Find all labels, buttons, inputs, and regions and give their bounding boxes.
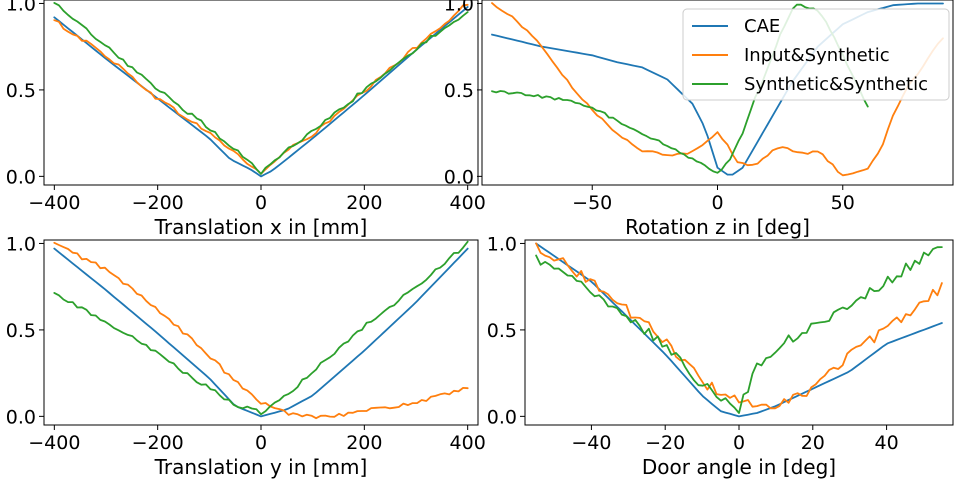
series-line-input-synthetic — [535, 242, 943, 410]
x-tick-label: 20 — [801, 432, 825, 454]
x-axis-label: Door angle in [deg] — [642, 455, 836, 479]
y-tick-label: 0.0 — [444, 166, 474, 188]
x-tick-label: 200 — [346, 192, 382, 214]
panel-translation-y: −400 −200 0 200 400 0.0 0.5 1.0 Translation y in… — [6, 233, 486, 479]
x-tick-label: −200 — [132, 192, 184, 214]
panel-door-angle: −40 −20 0 20 40 0.0 0.5 1.0 Door angle in [deg] — [487, 233, 954, 479]
x-tick-label: 40 — [874, 432, 898, 454]
series-line-input-synthetic — [491, 2, 944, 177]
x-tick-label: 50 — [831, 192, 855, 214]
series-line-synthetic-synthetic — [491, 3, 869, 174]
series-line-input-synthetic — [53, 241, 469, 420]
x-tick-label: 0 — [255, 432, 267, 454]
series-line-input-synthetic — [53, 3, 469, 175]
x-axis-label: Translation x in [mm] — [154, 215, 368, 239]
x-tick-label: 0 — [733, 432, 745, 454]
x-tick-label: −400 — [28, 432, 80, 454]
plot-frame — [524, 239, 954, 426]
y-tick-label: 0.0 — [6, 406, 36, 428]
y-tick-label: 1.0 — [444, 0, 474, 15]
series-line-cae — [53, 247, 469, 418]
y-tick-label: 0.5 — [6, 80, 36, 102]
x-tick-label: −40 — [571, 432, 611, 454]
plot-frame — [43, 0, 479, 186]
x-tick-label: 200 — [346, 432, 382, 454]
x-tick-label: 0 — [255, 192, 267, 214]
series-line-cae — [535, 242, 943, 418]
legend-label: CAE — [744, 16, 780, 37]
x-axis-label: Translation y in [mm] — [154, 455, 368, 479]
y-tick-label: 0.0 — [487, 406, 517, 428]
x-tick-label: −50 — [572, 192, 612, 214]
x-tick-label: −20 — [645, 432, 685, 454]
x-tick-label: 400 — [450, 432, 486, 454]
y-tick-label: 0.0 — [6, 166, 36, 188]
plot-frame — [43, 239, 479, 426]
y-tick-label: 0.5 — [6, 320, 36, 342]
series-line-synthetic-synthetic — [53, 2, 469, 175]
x-tick-label: −400 — [28, 192, 80, 214]
x-tick-label: 400 — [450, 192, 486, 214]
x-tick-label: 0 — [711, 192, 723, 214]
y-tick-label: 1.0 — [6, 0, 36, 15]
legend: CAE Input&Synthetic Synthetic&Synthetic — [682, 8, 950, 101]
x-tick-label: −200 — [132, 432, 184, 454]
series-line-synthetic-synthetic — [535, 246, 943, 414]
legend-label: Input&Synthetic — [744, 45, 890, 66]
x-axis-label: Rotation z in [deg] — [625, 215, 810, 239]
y-tick-label: 0.5 — [487, 320, 517, 342]
panel-rotation-z: −50 0 50 0.0 0.5 1.0 Rotation z in [deg] CAE Inp… — [444, 0, 954, 239]
legend-label: Synthetic&Synthetic — [744, 74, 928, 95]
series-line-cae — [53, 6, 469, 178]
panel-translation-x: −400 −200 0 200 400 0.0 0.5 1.0 Translation x in… — [6, 0, 486, 239]
y-tick-label: 1.0 — [6, 233, 36, 255]
y-tick-label: 1.0 — [487, 233, 517, 255]
series-line-synthetic-synthetic — [53, 240, 469, 416]
y-tick-label: 0.5 — [444, 80, 474, 102]
